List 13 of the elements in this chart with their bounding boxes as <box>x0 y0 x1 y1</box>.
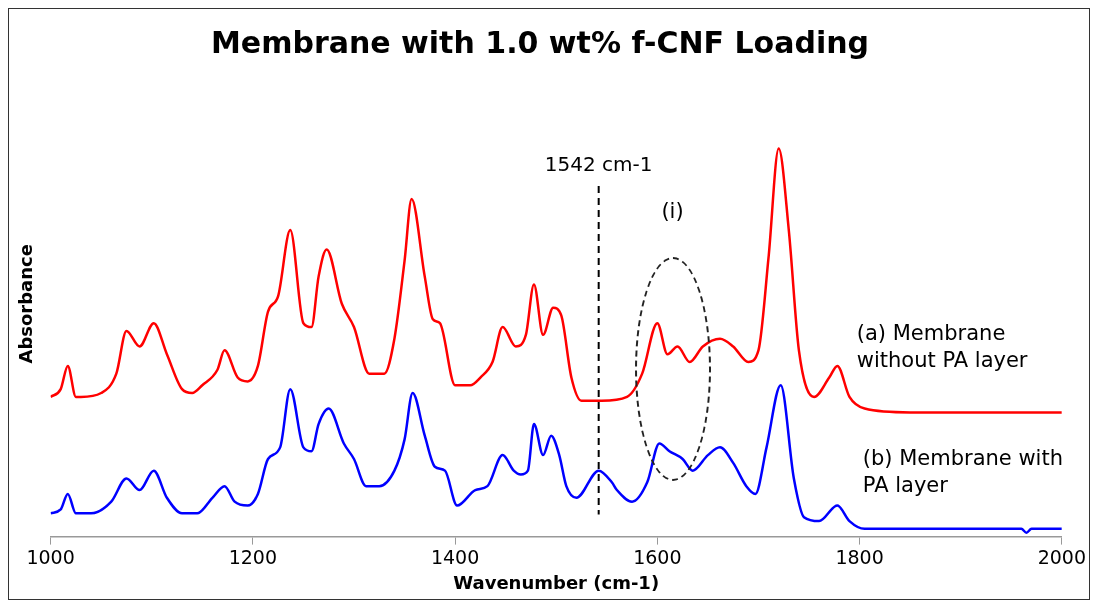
x-tick-label: 1600 <box>633 545 682 568</box>
x-tick-label: 1400 <box>430 545 480 568</box>
x-tick-label: 1000 <box>26 545 75 568</box>
x-axis-title: Wavenumber (cm-1) <box>453 571 660 593</box>
x-tick-label: 1800 <box>835 545 884 568</box>
annotation: (i) <box>660 199 685 224</box>
x-tick-label: 2000 <box>1037 545 1086 568</box>
series-label: (a) Membrane without PA layer <box>856 320 1029 375</box>
y-axis-title: Absorbance <box>15 244 37 364</box>
ref-line-label: 1542 cm-1 <box>544 152 653 177</box>
series-label: (b) Membrane with PA layer <box>862 444 1064 499</box>
x-tick-label: 1200 <box>228 545 278 568</box>
chart-title: Membrane with 1.0 wt% f-CNF Loading <box>210 24 870 60</box>
